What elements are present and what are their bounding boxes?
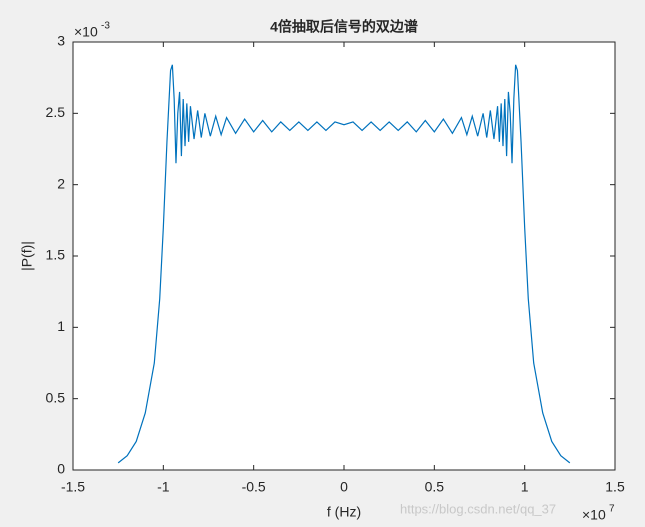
y-multiplier-base: ×10 [74,24,98,40]
y-tick-label: 3 [57,33,65,49]
y-tick-label: 1 [57,318,65,334]
x-tick-label: -1 [157,479,170,495]
x-multiplier-base: ×10 [582,507,606,523]
x-multiplier-exponent: 7 [609,504,615,515]
line-series [117,64,571,464]
watermark: https://blog.csdn.net/qq_37 [400,501,556,516]
x-tick-label: 1 [521,479,529,495]
x-axis-label: f (Hz) [327,504,361,520]
y-tick-label: 0.5 [46,389,66,405]
axes-box [72,41,616,471]
y-tick-label: 2.5 [46,104,66,120]
y-axis-label: |P(f)| [19,241,35,271]
x-tick-label: 1.5 [605,479,625,495]
x-tick-label: -0.5 [242,479,266,495]
y-tick-label: 0 [57,461,65,477]
chart-title: 4倍抽取后信号的双边谱 [270,19,418,35]
y-multiplier-exponent: -3 [101,21,110,32]
y-tick-label: 2 [57,175,65,191]
y-tick-label: 1.5 [46,247,66,263]
x-tick-label: -1.5 [61,479,85,495]
x-tick-label: 0 [340,479,348,495]
x-tick-label: 0.5 [425,479,445,495]
